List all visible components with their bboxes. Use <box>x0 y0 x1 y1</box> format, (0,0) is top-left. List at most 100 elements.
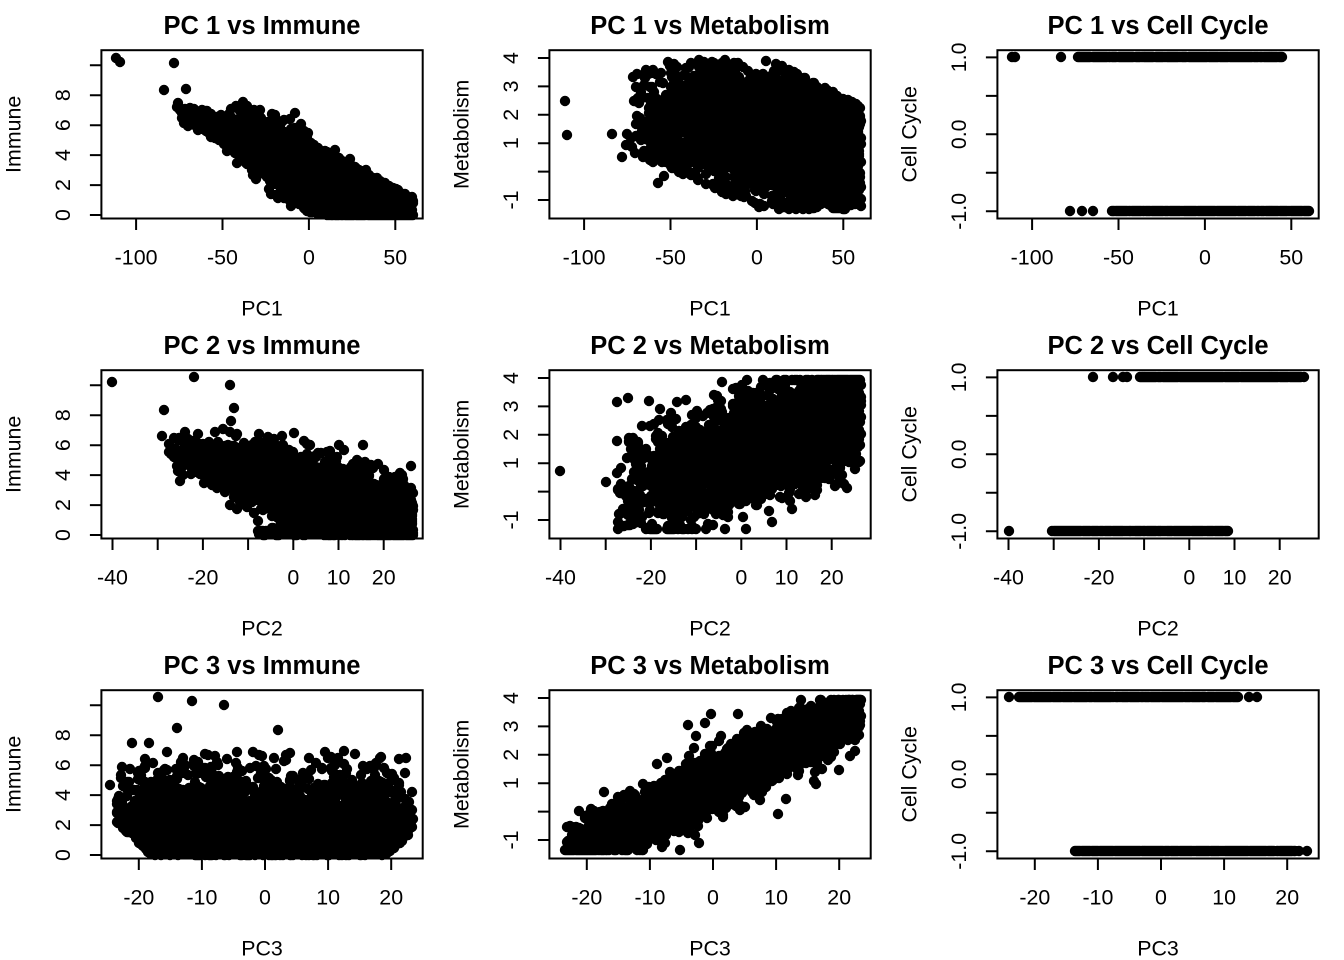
svg-text:0: 0 <box>51 849 75 861</box>
svg-text:PC1: PC1 <box>689 297 731 321</box>
svg-text:20: 20 <box>379 885 403 909</box>
svg-text:10: 10 <box>327 565 351 589</box>
svg-text:50: 50 <box>383 245 407 269</box>
svg-text:20: 20 <box>1268 565 1292 589</box>
svg-text:20: 20 <box>1275 885 1299 909</box>
svg-text:PC1: PC1 <box>1137 297 1179 321</box>
svg-text:2: 2 <box>499 429 523 441</box>
svg-text:Metabolism: Metabolism <box>449 400 473 509</box>
svg-text:3: 3 <box>499 400 523 412</box>
svg-text:4: 4 <box>51 789 75 801</box>
svg-text:10: 10 <box>316 885 340 909</box>
svg-text:-1.0: -1.0 <box>947 833 971 870</box>
svg-text:PC 2 vs Immune: PC 2 vs Immune <box>164 332 361 360</box>
svg-text:0: 0 <box>259 885 271 909</box>
svg-text:Immune: Immune <box>1 416 25 493</box>
svg-text:2: 2 <box>51 179 75 191</box>
svg-text:6: 6 <box>51 119 75 131</box>
svg-text:8: 8 <box>51 729 75 741</box>
svg-text:-20: -20 <box>123 885 154 909</box>
svg-text:PC 2 vs Metabolism: PC 2 vs Metabolism <box>590 332 830 360</box>
svg-text:-1: -1 <box>499 510 523 529</box>
svg-text:4: 4 <box>51 469 75 481</box>
svg-text:0: 0 <box>51 529 75 541</box>
svg-text:-10: -10 <box>1082 885 1113 909</box>
svg-text:1: 1 <box>499 457 523 469</box>
svg-text:0: 0 <box>1199 245 1211 269</box>
svg-text:10: 10 <box>764 885 788 909</box>
svg-text:3: 3 <box>499 80 523 92</box>
svg-text:3: 3 <box>499 720 523 732</box>
svg-text:0: 0 <box>303 245 315 269</box>
svg-text:PC2: PC2 <box>241 617 283 641</box>
svg-text:1: 1 <box>499 777 523 789</box>
svg-text:2: 2 <box>499 109 523 121</box>
svg-text:2: 2 <box>499 749 523 761</box>
svg-text:4: 4 <box>51 149 75 161</box>
svg-text:-1: -1 <box>499 190 523 209</box>
svg-text:0.0: 0.0 <box>947 119 971 149</box>
svg-text:PC1: PC1 <box>241 297 283 321</box>
svg-text:10: 10 <box>1212 885 1236 909</box>
svg-text:Immune: Immune <box>1 96 25 173</box>
svg-text:-20: -20 <box>635 565 666 589</box>
svg-text:PC 3 vs Metabolism: PC 3 vs Metabolism <box>590 652 830 680</box>
svg-text:50: 50 <box>1279 245 1303 269</box>
svg-text:-1.0: -1.0 <box>947 193 971 230</box>
svg-text:0: 0 <box>707 885 719 909</box>
svg-text:-10: -10 <box>634 885 665 909</box>
svg-text:1.0: 1.0 <box>947 362 971 392</box>
svg-text:0: 0 <box>51 209 75 221</box>
svg-text:-20: -20 <box>571 885 602 909</box>
svg-text:2: 2 <box>51 819 75 831</box>
svg-text:0.0: 0.0 <box>947 439 971 469</box>
svg-text:4: 4 <box>499 372 523 384</box>
svg-text:PC 1 vs Cell Cycle: PC 1 vs Cell Cycle <box>1047 12 1268 40</box>
svg-text:PC 1 vs Immune: PC 1 vs Immune <box>164 12 361 40</box>
svg-text:-10: -10 <box>186 885 217 909</box>
svg-text:Metabolism: Metabolism <box>449 80 473 189</box>
svg-text:0: 0 <box>751 245 763 269</box>
svg-text:1.0: 1.0 <box>947 682 971 712</box>
svg-text:20: 20 <box>827 885 851 909</box>
svg-text:-40: -40 <box>993 565 1024 589</box>
svg-text:6: 6 <box>51 759 75 771</box>
svg-text:Metabolism: Metabolism <box>449 720 473 829</box>
svg-text:PC2: PC2 <box>689 617 731 641</box>
svg-text:PC3: PC3 <box>689 937 731 960</box>
svg-text:0: 0 <box>1183 565 1195 589</box>
svg-text:PC3: PC3 <box>241 937 283 960</box>
svg-text:2: 2 <box>51 499 75 511</box>
svg-text:-50: -50 <box>1103 245 1134 269</box>
svg-text:-20: -20 <box>1083 565 1114 589</box>
svg-text:0: 0 <box>735 565 747 589</box>
svg-text:PC 3 vs Cell Cycle: PC 3 vs Cell Cycle <box>1047 652 1268 680</box>
svg-text:PC3: PC3 <box>1137 937 1179 960</box>
svg-text:8: 8 <box>51 409 75 421</box>
svg-text:-100: -100 <box>563 245 606 269</box>
svg-text:50: 50 <box>831 245 855 269</box>
svg-text:PC 1 vs Metabolism: PC 1 vs Metabolism <box>590 12 830 40</box>
svg-text:-50: -50 <box>655 245 686 269</box>
svg-text:20: 20 <box>820 565 844 589</box>
svg-text:0: 0 <box>287 565 299 589</box>
svg-text:20: 20 <box>372 565 396 589</box>
svg-text:Cell Cycle: Cell Cycle <box>897 86 921 182</box>
svg-text:Immune: Immune <box>1 736 25 813</box>
svg-text:0: 0 <box>1155 885 1167 909</box>
svg-text:-40: -40 <box>97 565 128 589</box>
svg-text:10: 10 <box>1223 565 1247 589</box>
svg-text:Cell Cycle: Cell Cycle <box>897 726 921 822</box>
svg-text:10: 10 <box>775 565 799 589</box>
svg-text:PC 3 vs Immune: PC 3 vs Immune <box>164 652 361 680</box>
svg-text:1: 1 <box>499 137 523 149</box>
svg-text:-1: -1 <box>499 830 523 849</box>
svg-text:-40: -40 <box>545 565 576 589</box>
svg-text:-100: -100 <box>1011 245 1054 269</box>
svg-text:-20: -20 <box>187 565 218 589</box>
svg-text:-20: -20 <box>1019 885 1050 909</box>
svg-text:6: 6 <box>51 439 75 451</box>
svg-text:8: 8 <box>51 89 75 101</box>
svg-text:4: 4 <box>499 692 523 704</box>
svg-text:Cell Cycle: Cell Cycle <box>897 406 921 502</box>
